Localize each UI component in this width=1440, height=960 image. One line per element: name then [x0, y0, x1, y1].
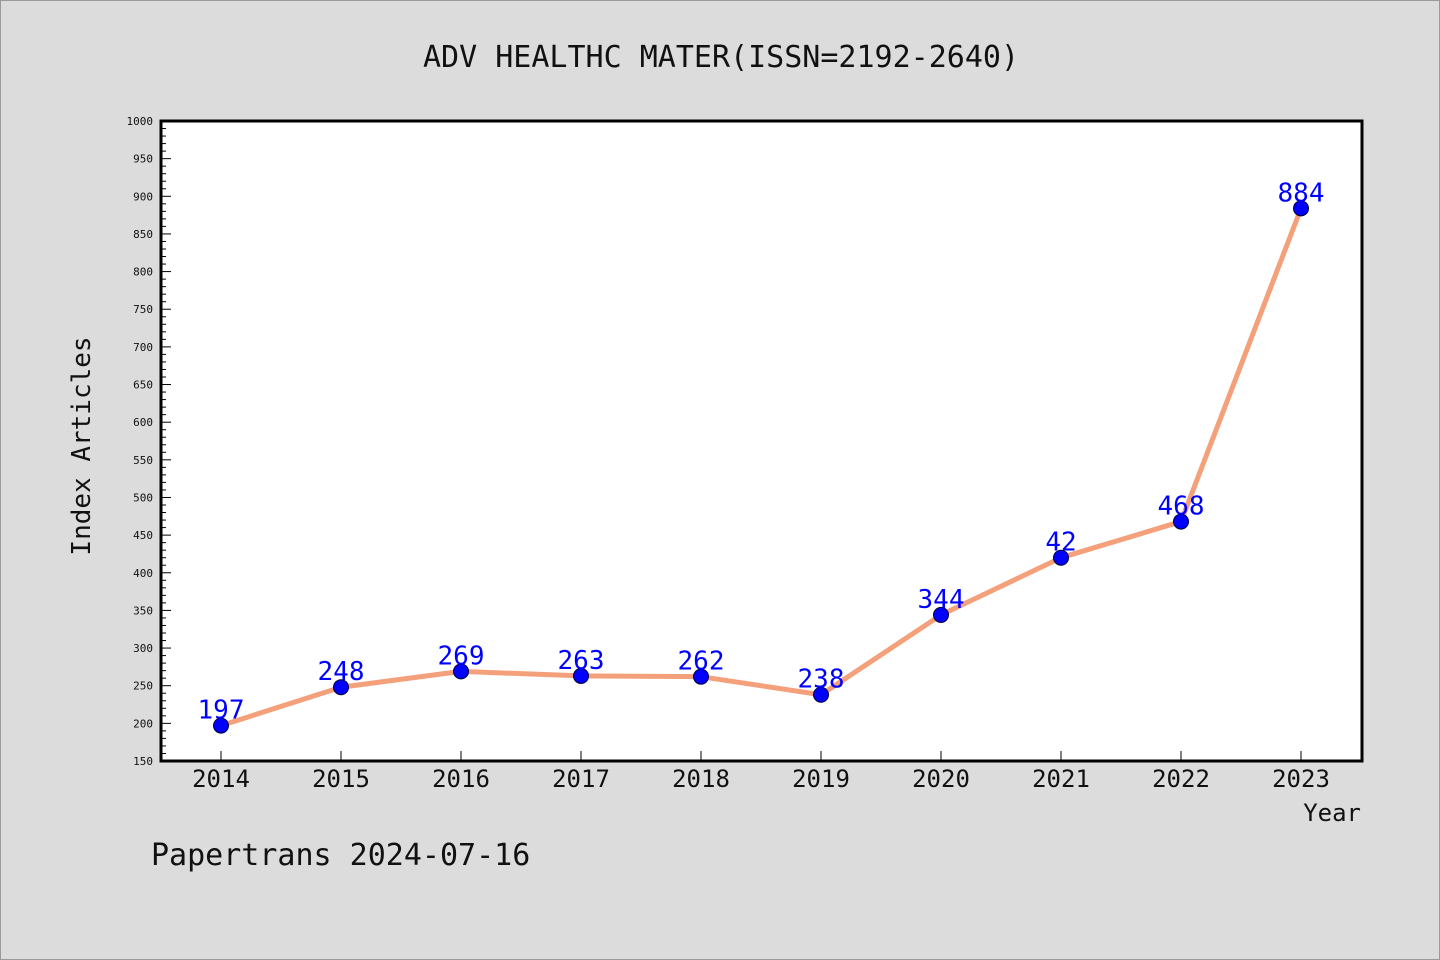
data-label: 269 [438, 641, 485, 671]
data-point [933, 606, 949, 623]
y-axis: 150 200 250 300 350 400 450 500 550 600 650 700 750 8… [127, 115, 171, 768]
plot-area [159, 119, 1364, 763]
data-point [1173, 513, 1189, 530]
x-axis: 2014 2015 2016 2017 2018 2019 2020 2021 2022 2023 [192, 751, 1330, 793]
data-point [693, 668, 709, 685]
y-tick-label: 700 [133, 341, 153, 354]
series-line [218, 205, 1304, 729]
x-tick-label: 2015 [312, 765, 370, 793]
y-tick-label: 550 [133, 454, 153, 467]
y-tick-label: 800 [133, 266, 153, 279]
data-label: 197 [198, 696, 245, 726]
y-tick-label: 1000 [127, 115, 154, 128]
y-tick-label: 450 [133, 529, 153, 542]
data-point [1053, 549, 1069, 566]
y-tick-label: 850 [133, 228, 153, 241]
chart-title: ADV HEALTHC MATER(ISSN=2192-2640) [423, 40, 1019, 75]
data-point [813, 686, 829, 703]
data-point [333, 679, 349, 696]
y-tick-label: 600 [133, 416, 153, 429]
y-tick-label: 650 [133, 379, 153, 392]
footer-watermark: Papertrans 2024-07-16 [151, 838, 530, 873]
x-tick-label: 2019 [792, 765, 850, 793]
series-line-group: 197 248 269 263 262 238 344 42 468 884 [198, 178, 1325, 734]
data-point [1293, 200, 1309, 217]
data-label: 42 [1045, 528, 1076, 558]
y-tick-label: 750 [133, 303, 153, 316]
x-axis-label: Year [1303, 799, 1361, 827]
x-tick-label: 2023 [1272, 765, 1330, 793]
y-tick-label: 900 [133, 190, 153, 203]
x-tick-label: 2020 [912, 765, 970, 793]
y-tick-label: 250 [133, 680, 153, 693]
x-tick-label: 2014 [192, 765, 250, 793]
y-tick-label: 200 [133, 717, 153, 730]
x-tick-label: 2022 [1152, 765, 1210, 793]
data-label: 263 [558, 646, 605, 676]
x-tick-label: 2018 [672, 765, 730, 793]
data-label: 248 [318, 657, 365, 687]
y-tick-label: 350 [133, 604, 153, 617]
y-axis-label: Index Articles [67, 336, 97, 555]
data-point [573, 667, 589, 684]
data-label: 262 [678, 647, 725, 677]
data-point [213, 717, 229, 734]
y-tick-label: 500 [133, 491, 153, 504]
y-tick-label: 300 [133, 642, 153, 655]
y-tick-label: 950 [133, 153, 153, 166]
data-label: 238 [798, 665, 845, 695]
x-tick-label: 2017 [552, 765, 610, 793]
y-tick-label: 150 [133, 755, 153, 768]
data-label: 884 [1278, 178, 1325, 208]
x-tick-label: 2016 [432, 765, 490, 793]
y-tick-label: 400 [133, 567, 153, 580]
data-label: 468 [1158, 492, 1205, 522]
x-tick-label: 2021 [1032, 765, 1090, 793]
data-label: 344 [918, 585, 965, 615]
data-point [453, 663, 469, 680]
